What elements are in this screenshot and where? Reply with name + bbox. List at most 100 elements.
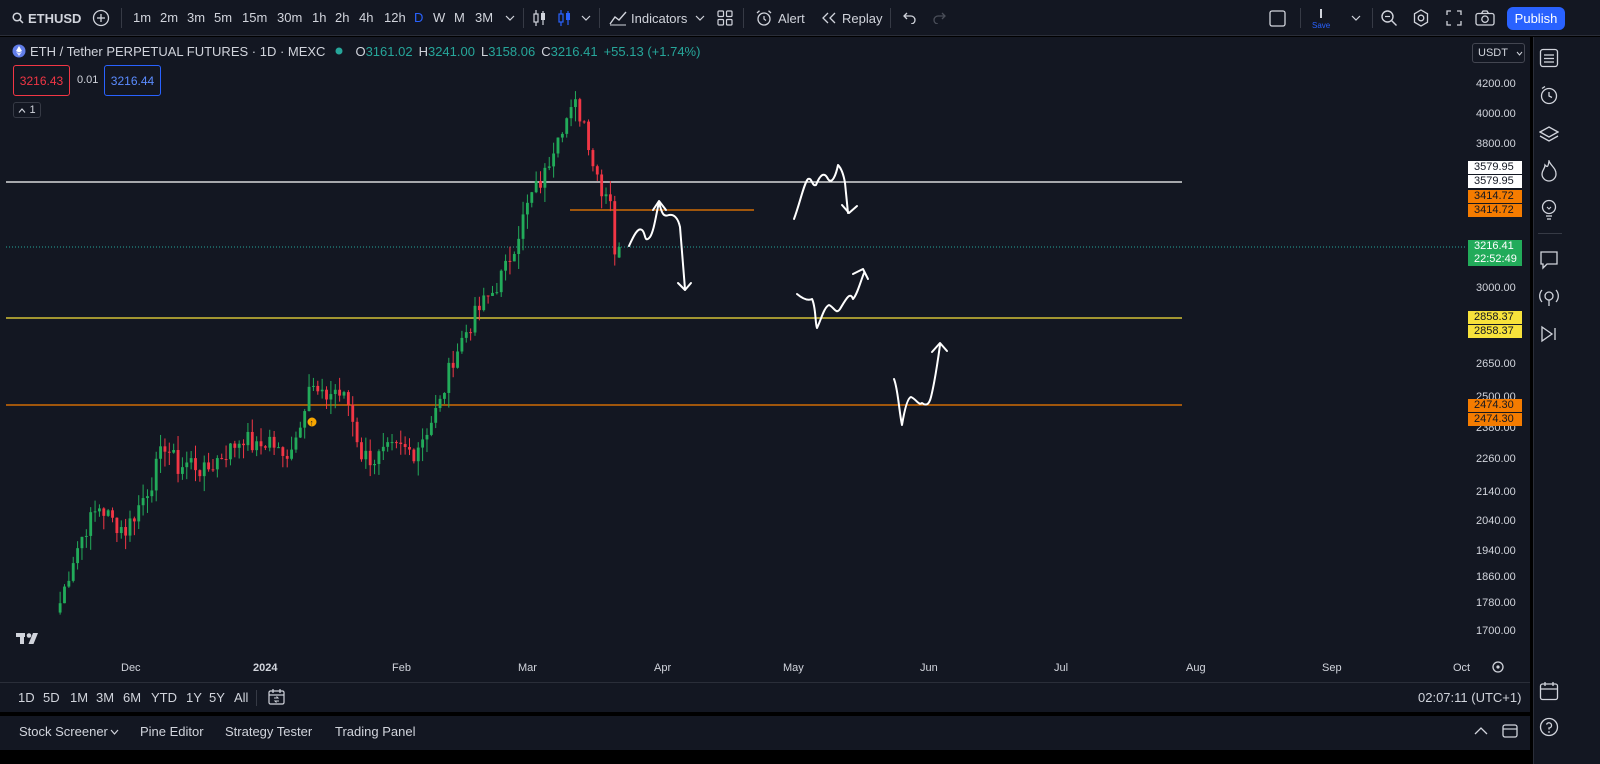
candle-body bbox=[521, 214, 525, 239]
ideas-lightbulb-icon[interactable] bbox=[1538, 199, 1560, 221]
candle-body bbox=[543, 167, 547, 188]
chat-icon[interactable] bbox=[1538, 249, 1560, 271]
timeframe-w[interactable]: W bbox=[433, 10, 446, 25]
spread-value: 0.01 bbox=[77, 74, 99, 86]
divider bbox=[523, 8, 524, 28]
hotlist-flame-icon[interactable] bbox=[1538, 160, 1560, 182]
timeframe-m[interactable]: M bbox=[454, 10, 465, 25]
chart-type-dropdown[interactable] bbox=[581, 0, 591, 36]
candle-body bbox=[355, 421, 359, 443]
time-tick: Sep bbox=[1322, 662, 1342, 674]
settings-button[interactable] bbox=[1412, 0, 1430, 36]
candle-body bbox=[242, 443, 245, 446]
indicators-button[interactable]: Indicators bbox=[609, 0, 687, 36]
timeframe-dropdown[interactable] bbox=[505, 0, 515, 36]
save-button[interactable]: Save bbox=[1309, 7, 1335, 31]
quick-search-button[interactable] bbox=[1380, 0, 1398, 36]
drawing-arrowhead-2 bbox=[677, 282, 692, 291]
candle-body bbox=[408, 447, 411, 450]
fullscreen-button[interactable] bbox=[1446, 0, 1462, 36]
candle-body bbox=[172, 449, 176, 453]
save-dropdown[interactable] bbox=[1351, 0, 1361, 36]
timeframe-12h[interactable]: 12h bbox=[384, 10, 406, 25]
candle-body bbox=[608, 194, 612, 202]
tab-stock-screener[interactable]: Stock Screener bbox=[19, 724, 108, 739]
price-chart[interactable]: ↑ bbox=[0, 37, 1530, 712]
range-6m[interactable]: 6M bbox=[123, 690, 142, 705]
snapshot-button[interactable] bbox=[1475, 0, 1495, 36]
divider bbox=[1300, 8, 1301, 28]
range-5y[interactable]: 5Y bbox=[209, 690, 225, 705]
price-label-orange: 3414.72 bbox=[1468, 204, 1522, 217]
alert-label: Alert bbox=[778, 10, 805, 26]
low-value: 3158.06 bbox=[488, 43, 536, 59]
candle-body bbox=[202, 462, 206, 477]
range-1m[interactable]: 1M bbox=[70, 690, 89, 705]
timeframe-5m[interactable]: 5m bbox=[214, 10, 233, 25]
range-3m[interactable]: 3M bbox=[96, 690, 115, 705]
alert-button[interactable]: Alert bbox=[755, 0, 805, 36]
chart-type-button[interactable] bbox=[557, 0, 573, 36]
price-label-yellow: 2858.37 bbox=[1468, 325, 1522, 338]
clock-timezone[interactable]: 02:07:11 (UTC+1) bbox=[1418, 690, 1522, 705]
undo-button[interactable] bbox=[901, 0, 917, 36]
chart-legend[interactable]: ETH / Tether PERPETUAL FUTURES · 1D · ME… bbox=[12, 42, 706, 60]
buy-button[interactable]: 3216.44 bbox=[104, 65, 161, 96]
indicators-collapse-toggle[interactable]: 1 bbox=[13, 102, 41, 118]
layers-icon[interactable] bbox=[1538, 124, 1560, 146]
chevron-down-icon[interactable] bbox=[110, 729, 119, 735]
chevron-up-icon[interactable] bbox=[1474, 727, 1488, 735]
timeframe-1h[interactable]: 1h bbox=[312, 10, 327, 25]
candle-body bbox=[613, 201, 617, 255]
candle-body bbox=[159, 446, 162, 459]
high-key: H bbox=[418, 43, 428, 59]
indicators-dropdown[interactable] bbox=[695, 0, 705, 36]
currency-selector[interactable]: USDT bbox=[1472, 43, 1525, 63]
compare-symbol-button[interactable] bbox=[92, 0, 110, 36]
timeframe-15m[interactable]: 15m bbox=[242, 10, 268, 25]
tab-trading-panel[interactable]: Trading Panel bbox=[335, 724, 416, 739]
candle-body bbox=[132, 518, 136, 522]
bar-style-button[interactable] bbox=[532, 0, 548, 36]
go-to-date-icon[interactable] bbox=[268, 688, 285, 705]
replay-button[interactable]: Replay bbox=[821, 0, 882, 36]
timeframe-4h[interactable]: 4h bbox=[359, 10, 374, 25]
timeframe-3m-long[interactable]: 3M bbox=[475, 10, 494, 25]
calendar-icon[interactable] bbox=[1538, 680, 1560, 702]
chart-pane[interactable]: ↑ bbox=[0, 37, 1530, 712]
symbol-search[interactable]: ETHUSD bbox=[12, 0, 81, 36]
candle-body bbox=[207, 462, 211, 470]
timeframe-d[interactable]: D bbox=[414, 10, 424, 25]
timeframe-2h[interactable]: 2h bbox=[335, 10, 350, 25]
top-toolbar: ETHUSD 1m 2m 3m 5m 15m 30m 1h 2h 4h 12h … bbox=[0, 0, 1600, 36]
rewind-icon bbox=[821, 12, 837, 24]
fullscreen-layout-button[interactable] bbox=[1269, 0, 1286, 36]
range-5d[interactable]: 5D bbox=[43, 690, 60, 705]
streams-broadcast-icon[interactable] bbox=[1538, 286, 1560, 308]
candle-body bbox=[482, 295, 486, 311]
range-1d[interactable]: 1D bbox=[18, 690, 35, 705]
playback-icon[interactable] bbox=[1538, 323, 1560, 345]
price-label-orange: 3414.72 bbox=[1468, 190, 1522, 203]
plus-circle-icon bbox=[92, 9, 110, 27]
publish-button[interactable]: Publish bbox=[1507, 7, 1565, 30]
help-icon[interactable] bbox=[1538, 716, 1560, 738]
range-ytd[interactable]: YTD bbox=[151, 690, 177, 705]
timeframe-1m[interactable]: 1m bbox=[133, 10, 152, 25]
drawing-annotations bbox=[628, 164, 948, 426]
candle-body bbox=[469, 332, 473, 334]
redo-button[interactable] bbox=[932, 0, 948, 36]
timeframe-30m[interactable]: 30m bbox=[277, 10, 303, 25]
watchlist-icon[interactable] bbox=[1538, 47, 1560, 69]
tab-strategy-tester[interactable]: Strategy Tester bbox=[225, 724, 313, 739]
maximize-panel-icon[interactable] bbox=[1502, 724, 1518, 738]
range-1y[interactable]: 1Y bbox=[186, 690, 202, 705]
close-key: C bbox=[541, 43, 551, 59]
layout-button[interactable] bbox=[717, 0, 733, 36]
timeframe-2m[interactable]: 2m bbox=[160, 10, 179, 25]
tab-pine-editor[interactable]: Pine Editor bbox=[140, 724, 204, 739]
sell-button[interactable]: 3216.43 bbox=[13, 65, 70, 96]
alerts-clock-icon[interactable] bbox=[1538, 84, 1560, 106]
timeframe-3m[interactable]: 3m bbox=[187, 10, 206, 25]
range-all[interactable]: All bbox=[234, 690, 249, 705]
